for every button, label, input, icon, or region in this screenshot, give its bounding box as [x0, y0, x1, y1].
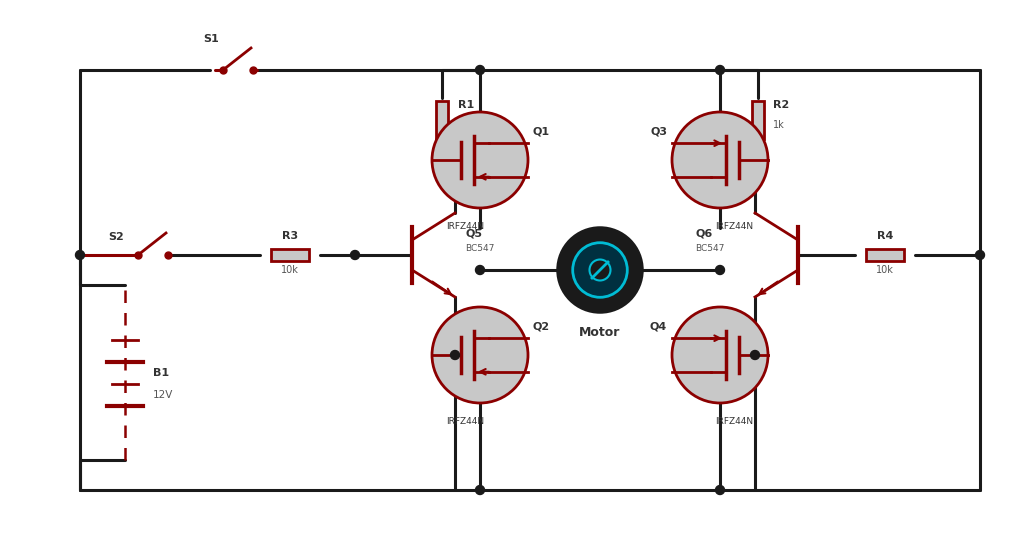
Text: R2: R2 [773, 100, 790, 110]
FancyBboxPatch shape [436, 101, 449, 139]
Circle shape [716, 65, 725, 75]
Text: Q4: Q4 [650, 321, 667, 331]
Text: IRFZ44N: IRFZ44N [716, 221, 754, 231]
Text: BC547: BC547 [695, 244, 724, 253]
Circle shape [475, 266, 484, 274]
Text: Q1: Q1 [534, 126, 550, 136]
Text: 1k: 1k [458, 120, 470, 130]
Circle shape [572, 242, 628, 298]
Circle shape [716, 485, 725, 495]
Text: 10k: 10k [877, 265, 894, 275]
FancyBboxPatch shape [752, 101, 764, 139]
Circle shape [976, 251, 984, 260]
Circle shape [432, 112, 528, 208]
Circle shape [751, 350, 760, 360]
Text: Q3: Q3 [650, 126, 667, 136]
Circle shape [350, 251, 359, 260]
Text: B1: B1 [153, 368, 169, 377]
Circle shape [475, 65, 484, 75]
Circle shape [672, 112, 768, 208]
Circle shape [716, 266, 725, 274]
Text: 12V: 12V [153, 389, 173, 400]
Text: IRFZ44N: IRFZ44N [716, 416, 754, 426]
FancyBboxPatch shape [866, 249, 904, 261]
Text: IRFZ44N: IRFZ44N [446, 416, 484, 426]
Circle shape [451, 350, 460, 360]
Text: 10k: 10k [281, 265, 299, 275]
Text: 1k: 1k [773, 120, 784, 130]
Circle shape [672, 307, 768, 403]
Text: Motor: Motor [580, 326, 621, 339]
Circle shape [432, 307, 528, 403]
Text: Q6: Q6 [695, 229, 713, 239]
Text: R1: R1 [458, 100, 474, 110]
Text: R4: R4 [877, 231, 893, 241]
Text: BC547: BC547 [465, 244, 495, 253]
Circle shape [76, 251, 85, 260]
Text: S2: S2 [108, 232, 124, 242]
Text: IRFZ44N: IRFZ44N [446, 221, 484, 231]
Circle shape [590, 260, 610, 280]
Text: S1: S1 [203, 34, 219, 44]
FancyBboxPatch shape [271, 249, 309, 261]
Text: R3: R3 [282, 231, 298, 241]
Text: Q5: Q5 [465, 229, 482, 239]
Text: Q2: Q2 [534, 321, 550, 331]
Circle shape [558, 228, 642, 312]
Circle shape [475, 485, 484, 495]
